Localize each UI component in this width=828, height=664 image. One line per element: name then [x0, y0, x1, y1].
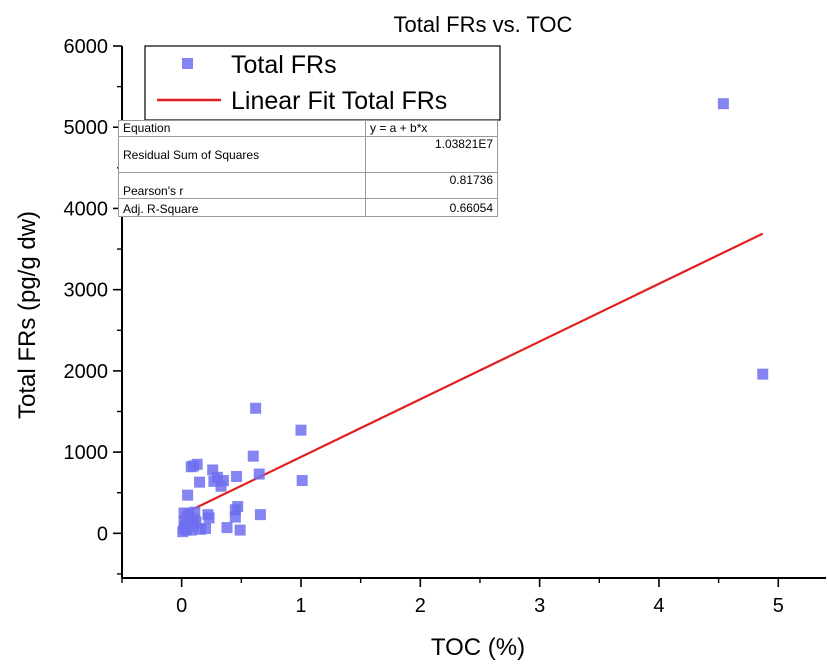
legend-box: [144, 45, 501, 121]
data-point: [194, 476, 206, 488]
x-tick-label: 1: [295, 595, 306, 617]
x-tick-label: 0: [176, 595, 187, 617]
fit-row-label: Residual Sum of Squares: [118, 136, 366, 173]
fit-row-label: Equation: [118, 120, 366, 137]
fit-row-label: Pearson's r: [118, 172, 366, 199]
fit-row-label: Adj. R-Square: [118, 198, 366, 217]
fit-row-value: 1.03821E7: [365, 136, 498, 173]
legend: Total FRs Linear Fit Total FRs: [144, 45, 501, 121]
fit-row-value: 0.66054: [365, 198, 498, 217]
data-point: [234, 524, 246, 536]
fit-row-value: 0.81736: [365, 172, 498, 199]
legend-label-scatter: Total FRs: [231, 51, 337, 79]
data-point: [250, 402, 262, 414]
data-points: [177, 98, 769, 538]
data-point: [295, 424, 307, 436]
data-point: [253, 468, 265, 480]
data-point: [207, 464, 219, 476]
y-axis-label: Total FRs (pg/g dw): [14, 211, 41, 419]
tick-labels: 0 1 2 3 4 5 0 1000 2000 3000 4000 5000 6000: [64, 36, 784, 617]
data-point: [190, 516, 202, 528]
data-point: [182, 489, 194, 501]
y-tick-label: 3000: [64, 280, 109, 302]
chart-title: Total FRs vs. TOC: [394, 12, 573, 37]
fit-row-pearson: Pearson's r 0.81736: [118, 172, 498, 199]
data-point: [211, 471, 223, 483]
data-point: [717, 98, 729, 110]
data-point: [231, 470, 243, 482]
data-point: [191, 458, 203, 470]
x-tick-label: 3: [534, 595, 545, 617]
x-tick-label: 5: [773, 595, 784, 617]
fit-row-value: y = a + b*x: [365, 120, 498, 137]
x-axis-label: TOC (%): [431, 634, 525, 661]
data-point: [183, 508, 195, 520]
y-tick-label: 1000: [64, 442, 109, 464]
x-tick-label: 2: [415, 595, 426, 617]
legend-label-fit: Linear Fit Total FRs: [231, 87, 447, 115]
data-point: [215, 480, 227, 492]
data-point: [757, 368, 769, 380]
data-point: [200, 522, 212, 534]
y-tick-label: 4000: [64, 198, 109, 220]
fit-line-layer: [181, 232, 764, 516]
fit-row-residual-sum: Residual Sum of Squares 1.03821E7: [118, 136, 498, 173]
data-point: [221, 522, 233, 534]
fit-row-equation: Equation y = a + b*x: [118, 120, 498, 137]
fit-row-adj-r-square: Adj. R-Square 0.66054: [118, 198, 498, 217]
data-point: [232, 501, 244, 513]
fit-statistics-table: Equation y = a + b*x Residual Sum of Squ…: [118, 120, 498, 217]
data-point: [203, 512, 215, 524]
fit-line: [181, 232, 764, 516]
y-tick-label: 5000: [64, 117, 109, 139]
x-tick-label: 4: [653, 595, 664, 617]
data-point: [296, 475, 308, 487]
y-tick-label: 0: [97, 523, 108, 545]
y-tick-label: 2000: [64, 361, 109, 383]
data-point: [217, 475, 229, 487]
y-tick-label: 6000: [64, 36, 109, 58]
data-point: [229, 511, 241, 523]
data-point: [247, 450, 259, 462]
legend-marker-scatter: [182, 58, 193, 69]
data-point: [189, 506, 201, 518]
data-point: [254, 509, 266, 521]
